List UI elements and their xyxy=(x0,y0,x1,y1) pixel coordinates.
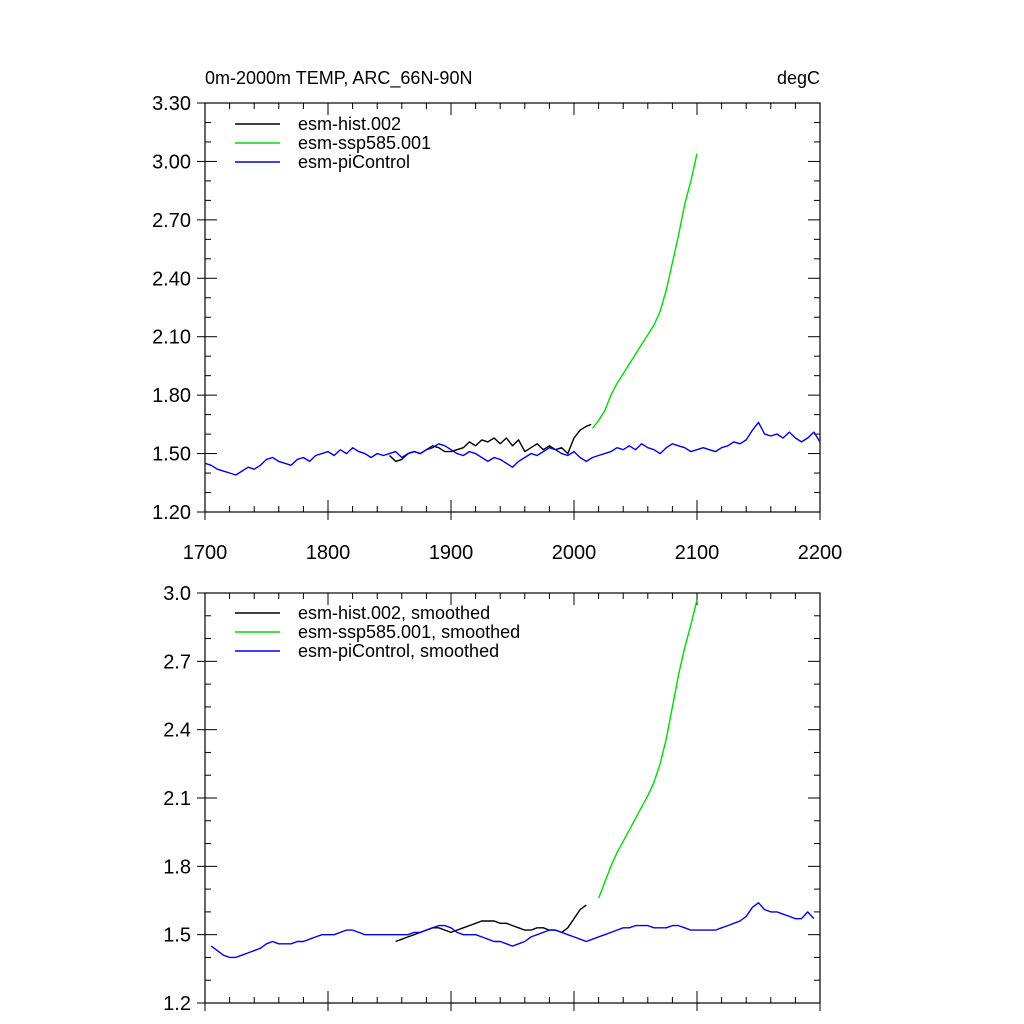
legend-label-1: esm-ssp585.001 xyxy=(298,133,431,153)
x-tick-label: 2100 xyxy=(675,542,720,564)
y-tick-label: 2.1 xyxy=(163,788,191,810)
bottom-panel-ticks: 1.2 1.5 1.8 2.1 2.4 2.7 3.0 xyxy=(163,583,821,1015)
top-panel-series xyxy=(204,153,821,476)
y-tick-label: 2.4 xyxy=(163,720,191,742)
bottom-panel: 1.2 1.5 1.8 2.1 2.4 2.7 3.0 esm-hist.002, smoo… xyxy=(163,583,821,1015)
x-tick-label: 2200 xyxy=(798,542,843,564)
top-panel: 0m-2000m TEMP, ARC_66N-90N degC 1.20 1.50… xyxy=(152,68,842,564)
x-tick-label: 2000 xyxy=(552,542,597,564)
bottom-panel-series xyxy=(210,599,815,959)
series-line-0 xyxy=(389,423,592,463)
y-tick-label: 3.00 xyxy=(152,151,191,173)
top-panel-frame xyxy=(204,102,821,513)
series-line-1 xyxy=(597,599,698,899)
y-tick-label: 1.2 xyxy=(163,993,191,1015)
legend-label-2: esm-piControl, smoothed xyxy=(298,641,499,661)
top-panel-ticks: 1.20 1.50 1.80 2.10 2.40 2.70 3.00 3.30 1700 1800… xyxy=(152,93,842,564)
y-tick-label: 1.8 xyxy=(163,856,191,878)
series-line-2 xyxy=(210,902,815,959)
y-tick-label: 1.50 xyxy=(152,444,191,466)
y-tick-label: 1.20 xyxy=(152,502,191,524)
series-line-0 xyxy=(395,904,587,943)
series-line-1 xyxy=(591,153,698,429)
y-tick-label: 1.5 xyxy=(163,925,191,947)
x-tick-label: 1800 xyxy=(306,542,351,564)
x-tick-label: 1700 xyxy=(183,542,228,564)
series-line-2 xyxy=(204,421,821,476)
legend-label-1: esm-ssp585.001, smoothed xyxy=(298,622,520,642)
top-panel-title: 0m-2000m TEMP, ARC_66N-90N xyxy=(205,68,472,89)
y-tick-label: 2.70 xyxy=(152,210,191,232)
y-tick-label: 2.7 xyxy=(163,651,191,673)
y-tick-label: 1.80 xyxy=(152,385,191,407)
legend-label-2: esm-piControl xyxy=(298,152,410,172)
top-panel-units: degC xyxy=(777,68,820,88)
y-tick-label: 3.0 xyxy=(163,583,191,605)
x-tick-label: 1900 xyxy=(429,542,474,564)
legend-label-0: esm-hist.002, smoothed xyxy=(298,603,490,623)
legend-label-0: esm-hist.002 xyxy=(298,114,401,134)
y-tick-label: 2.10 xyxy=(152,327,191,349)
y-tick-label: 2.40 xyxy=(152,268,191,290)
y-tick-label: 3.30 xyxy=(152,93,191,115)
